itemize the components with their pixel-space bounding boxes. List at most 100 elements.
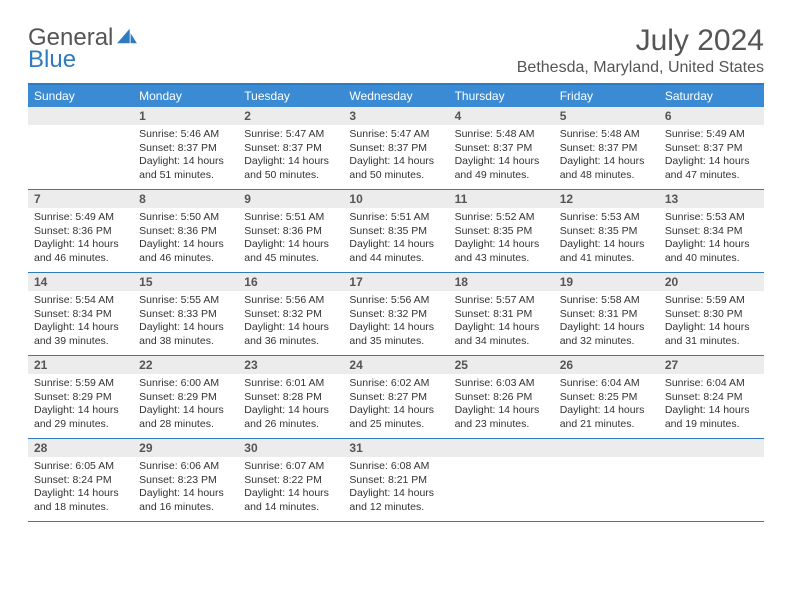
calendar-cell-empty bbox=[659, 439, 764, 521]
calendar-cell: 12Sunrise: 5:53 AMSunset: 8:35 PMDayligh… bbox=[554, 190, 659, 272]
calendar-cell: 26Sunrise: 6:04 AMSunset: 8:25 PMDayligh… bbox=[554, 356, 659, 438]
day-info: Sunrise: 5:49 AMSunset: 8:36 PMDaylight:… bbox=[28, 208, 133, 272]
day-number: 3 bbox=[343, 107, 448, 125]
sunset-text: Sunset: 8:37 PM bbox=[665, 142, 758, 156]
sunset-text: Sunset: 8:36 PM bbox=[34, 225, 127, 239]
calendar-cell: 5Sunrise: 5:48 AMSunset: 8:37 PMDaylight… bbox=[554, 107, 659, 189]
day-number: 23 bbox=[238, 356, 343, 374]
day-number: 29 bbox=[133, 439, 238, 457]
sunrise-text: Sunrise: 5:46 AM bbox=[139, 128, 232, 142]
day-number: 18 bbox=[449, 273, 554, 291]
day-info: Sunrise: 6:03 AMSunset: 8:26 PMDaylight:… bbox=[449, 374, 554, 438]
daylight-text-2: and 50 minutes. bbox=[244, 169, 337, 183]
calendar-cell: 2Sunrise: 5:47 AMSunset: 8:37 PMDaylight… bbox=[238, 107, 343, 189]
day-info: Sunrise: 5:57 AMSunset: 8:31 PMDaylight:… bbox=[449, 291, 554, 355]
sunset-text: Sunset: 8:36 PM bbox=[139, 225, 232, 239]
day-info: Sunrise: 5:49 AMSunset: 8:37 PMDaylight:… bbox=[659, 125, 764, 189]
daylight-text-1: Daylight: 14 hours bbox=[34, 238, 127, 252]
calendar-cell: 13Sunrise: 5:53 AMSunset: 8:34 PMDayligh… bbox=[659, 190, 764, 272]
daylight-text-1: Daylight: 14 hours bbox=[560, 321, 653, 335]
sunset-text: Sunset: 8:35 PM bbox=[349, 225, 442, 239]
daylight-text-1: Daylight: 14 hours bbox=[455, 155, 548, 169]
sunrise-text: Sunrise: 5:59 AM bbox=[34, 377, 127, 391]
day-info: Sunrise: 6:05 AMSunset: 8:24 PMDaylight:… bbox=[28, 457, 133, 521]
daylight-text-1: Daylight: 14 hours bbox=[349, 404, 442, 418]
calendar-cell: 28Sunrise: 6:05 AMSunset: 8:24 PMDayligh… bbox=[28, 439, 133, 521]
sunrise-text: Sunrise: 5:48 AM bbox=[560, 128, 653, 142]
sunrise-text: Sunrise: 5:51 AM bbox=[244, 211, 337, 225]
sunset-text: Sunset: 8:37 PM bbox=[455, 142, 548, 156]
calendar-cell: 15Sunrise: 5:55 AMSunset: 8:33 PMDayligh… bbox=[133, 273, 238, 355]
sunrise-text: Sunrise: 5:51 AM bbox=[349, 211, 442, 225]
calendar-cell-empty bbox=[449, 439, 554, 521]
sunrise-text: Sunrise: 6:03 AM bbox=[455, 377, 548, 391]
daylight-text-2: and 36 minutes. bbox=[244, 335, 337, 349]
day-info: Sunrise: 6:08 AMSunset: 8:21 PMDaylight:… bbox=[343, 457, 448, 521]
calendar-cell: 14Sunrise: 5:54 AMSunset: 8:34 PMDayligh… bbox=[28, 273, 133, 355]
calendar-cell: 21Sunrise: 5:59 AMSunset: 8:29 PMDayligh… bbox=[28, 356, 133, 438]
weekday-header: Saturday bbox=[659, 85, 764, 107]
day-info: Sunrise: 5:47 AMSunset: 8:37 PMDaylight:… bbox=[238, 125, 343, 189]
daylight-text-1: Daylight: 14 hours bbox=[34, 404, 127, 418]
day-info: Sunrise: 6:01 AMSunset: 8:28 PMDaylight:… bbox=[238, 374, 343, 438]
calendar-cell: 30Sunrise: 6:07 AMSunset: 8:22 PMDayligh… bbox=[238, 439, 343, 521]
day-number: 17 bbox=[343, 273, 448, 291]
daylight-text-2: and 25 minutes. bbox=[349, 418, 442, 432]
sunrise-text: Sunrise: 6:05 AM bbox=[34, 460, 127, 474]
sunrise-text: Sunrise: 6:07 AM bbox=[244, 460, 337, 474]
sunset-text: Sunset: 8:28 PM bbox=[244, 391, 337, 405]
page-header: GeneralBlue July 2024 Bethesda, Maryland… bbox=[28, 24, 764, 77]
daylight-text-1: Daylight: 14 hours bbox=[34, 321, 127, 335]
day-info: Sunrise: 5:47 AMSunset: 8:37 PMDaylight:… bbox=[343, 125, 448, 189]
day-info bbox=[28, 125, 133, 189]
sunrise-text: Sunrise: 5:47 AM bbox=[244, 128, 337, 142]
daylight-text-2: and 18 minutes. bbox=[34, 501, 127, 515]
sunset-text: Sunset: 8:23 PM bbox=[139, 474, 232, 488]
day-number: 19 bbox=[554, 273, 659, 291]
daylight-text-1: Daylight: 14 hours bbox=[455, 238, 548, 252]
week-row: 1Sunrise: 5:46 AMSunset: 8:37 PMDaylight… bbox=[28, 107, 764, 190]
day-info bbox=[449, 457, 554, 521]
sunset-text: Sunset: 8:29 PM bbox=[139, 391, 232, 405]
daylight-text-1: Daylight: 14 hours bbox=[139, 404, 232, 418]
sunrise-text: Sunrise: 6:08 AM bbox=[349, 460, 442, 474]
day-info: Sunrise: 5:46 AMSunset: 8:37 PMDaylight:… bbox=[133, 125, 238, 189]
sunrise-text: Sunrise: 5:49 AM bbox=[34, 211, 127, 225]
day-number: 22 bbox=[133, 356, 238, 374]
daylight-text-1: Daylight: 14 hours bbox=[244, 404, 337, 418]
day-info bbox=[554, 457, 659, 521]
day-info: Sunrise: 5:59 AMSunset: 8:29 PMDaylight:… bbox=[28, 374, 133, 438]
day-number bbox=[449, 439, 554, 457]
day-number: 15 bbox=[133, 273, 238, 291]
day-number: 10 bbox=[343, 190, 448, 208]
sunset-text: Sunset: 8:21 PM bbox=[349, 474, 442, 488]
calendar-cell-empty bbox=[28, 107, 133, 189]
calendar-cell-empty bbox=[554, 439, 659, 521]
calendar-cell: 24Sunrise: 6:02 AMSunset: 8:27 PMDayligh… bbox=[343, 356, 448, 438]
weeks-container: 1Sunrise: 5:46 AMSunset: 8:37 PMDaylight… bbox=[28, 107, 764, 522]
day-info: Sunrise: 5:53 AMSunset: 8:34 PMDaylight:… bbox=[659, 208, 764, 272]
sunrise-text: Sunrise: 5:54 AM bbox=[34, 294, 127, 308]
daylight-text-2: and 48 minutes. bbox=[560, 169, 653, 183]
daylight-text-2: and 16 minutes. bbox=[139, 501, 232, 515]
calendar-cell: 22Sunrise: 6:00 AMSunset: 8:29 PMDayligh… bbox=[133, 356, 238, 438]
daylight-text-2: and 35 minutes. bbox=[349, 335, 442, 349]
daylight-text-1: Daylight: 14 hours bbox=[665, 238, 758, 252]
day-number: 6 bbox=[659, 107, 764, 125]
calendar-cell: 17Sunrise: 5:56 AMSunset: 8:32 PMDayligh… bbox=[343, 273, 448, 355]
daylight-text-2: and 46 minutes. bbox=[34, 252, 127, 266]
sunset-text: Sunset: 8:37 PM bbox=[560, 142, 653, 156]
daylight-text-1: Daylight: 14 hours bbox=[665, 321, 758, 335]
daylight-text-1: Daylight: 14 hours bbox=[244, 238, 337, 252]
calendar-cell: 10Sunrise: 5:51 AMSunset: 8:35 PMDayligh… bbox=[343, 190, 448, 272]
day-number: 8 bbox=[133, 190, 238, 208]
sunset-text: Sunset: 8:37 PM bbox=[349, 142, 442, 156]
day-number: 9 bbox=[238, 190, 343, 208]
day-number: 5 bbox=[554, 107, 659, 125]
sunset-text: Sunset: 8:31 PM bbox=[455, 308, 548, 322]
day-info: Sunrise: 5:56 AMSunset: 8:32 PMDaylight:… bbox=[343, 291, 448, 355]
weekday-header: Sunday bbox=[28, 85, 133, 107]
sunrise-text: Sunrise: 5:59 AM bbox=[665, 294, 758, 308]
day-info: Sunrise: 5:56 AMSunset: 8:32 PMDaylight:… bbox=[238, 291, 343, 355]
weekday-header: Tuesday bbox=[238, 85, 343, 107]
